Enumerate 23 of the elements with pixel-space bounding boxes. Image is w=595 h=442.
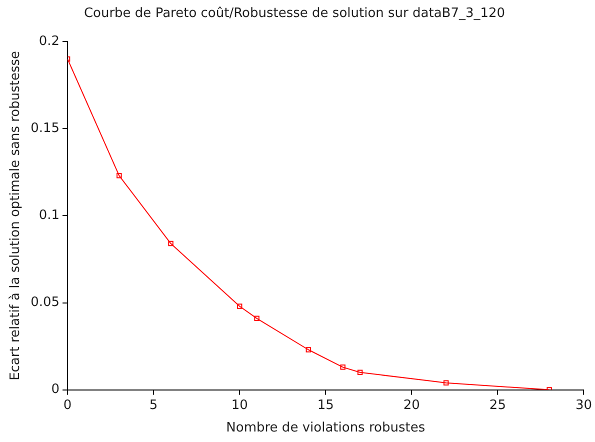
- y-tick-label: 0.1: [38, 208, 60, 224]
- x-tick-label: 15: [317, 398, 334, 413]
- point: [168, 240, 174, 246]
- x-tick-label: 25: [489, 398, 506, 413]
- x-tick-label: 0: [63, 398, 72, 413]
- y-axis-title: Ecart relatif à la solution optimale sans robustesse: [8, 50, 24, 380]
- x-axis-title: Nombre de violations robustes: [226, 420, 426, 436]
- y-tick-label: 0: [51, 382, 60, 398]
- x-tick-label: 10: [231, 398, 248, 413]
- y-tick-label: 0.05: [30, 295, 60, 310]
- x-tick-label: 30: [575, 398, 592, 413]
- point: [116, 173, 122, 178]
- point: [306, 347, 312, 352]
- chart-title: Courbe de Pareto coût/Robustesse de solution sur dataB7_3_120: [84, 6, 506, 22]
- y-tick-label: 0.2: [38, 34, 60, 49]
- point: [443, 380, 449, 386]
- x-tick-label: 5: [149, 398, 158, 413]
- point: [340, 364, 346, 370]
- x-tick-label: 20: [403, 398, 420, 413]
- point: [357, 370, 363, 376]
- point: [236, 304, 242, 309]
- y-tick-label: 0.15: [30, 121, 60, 136]
- point: [254, 316, 260, 322]
